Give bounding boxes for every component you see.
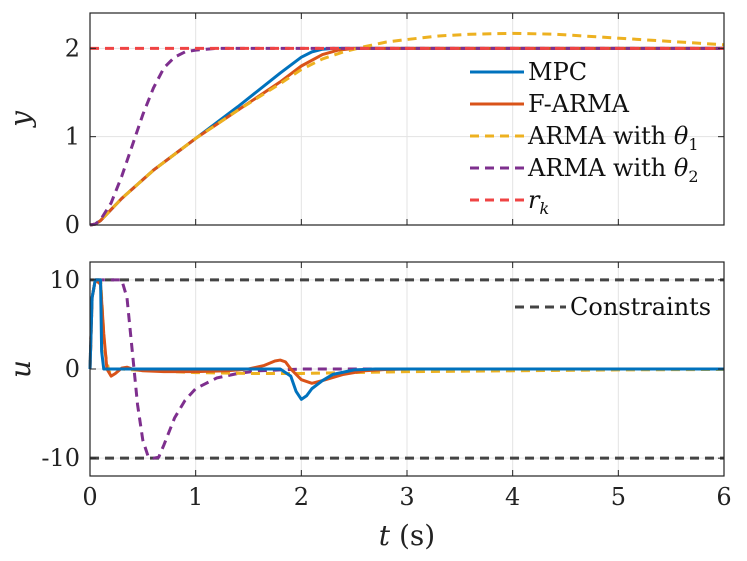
y-tick-label: 2 — [65, 34, 80, 62]
legend-label: F-ARMA — [528, 90, 630, 118]
legend-label: ARMA with θ2 — [527, 154, 699, 186]
series-mpc — [88, 278, 724, 401]
top-y-axis-label: y — [4, 110, 37, 129]
x-tick-label: 6 — [716, 483, 731, 511]
x-axis-variable: t — [379, 519, 391, 552]
legend-label: rk — [528, 186, 549, 218]
x-tick-label: 5 — [611, 483, 626, 511]
x-tick-label: 2 — [294, 483, 309, 511]
y-tick-label: -10 — [41, 444, 80, 472]
series-arma-with-theta1 — [89, 31, 725, 227]
legend-label: ARMA with θ1 — [527, 122, 699, 154]
legend-label: MPC — [528, 58, 587, 86]
bottom-legend: Constraints — [515, 293, 711, 321]
top-ticks: 0 1 2 — [65, 13, 725, 239]
top-series-group — [89, 31, 725, 227]
y-tick-label: 0 — [65, 355, 80, 383]
y-tick-label: 1 — [65, 123, 80, 151]
bottom-y-axis-label: u — [4, 360, 37, 378]
series-arma-with-theta2 — [88, 278, 724, 460]
bottom-series-group — [88, 278, 725, 460]
x-tick-label: 1 — [188, 483, 203, 511]
series-f-arma — [88, 278, 724, 385]
top-grid — [90, 13, 724, 225]
bottom-x-axis-label: t (s) — [379, 519, 435, 552]
legend-label: Constraints — [570, 293, 711, 321]
y-tick-label: 0 — [65, 211, 80, 239]
x-tick-label: 0 — [82, 483, 97, 511]
x-tick-label: 4 — [505, 483, 520, 511]
x-axis-unit: (s) — [390, 519, 435, 552]
y-tick-label: 10 — [49, 266, 80, 294]
x-tick-label: 3 — [399, 483, 414, 511]
